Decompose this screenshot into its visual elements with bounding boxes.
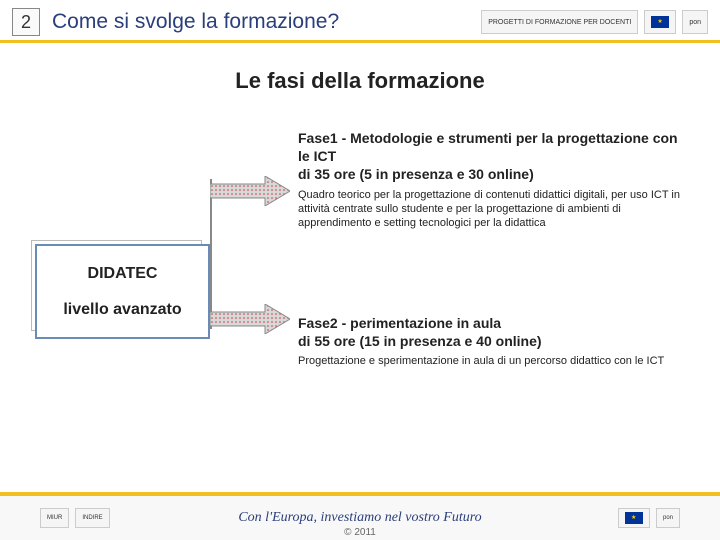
logo-pon: pon <box>682 10 708 34</box>
footer-logo-pon: pon <box>656 508 680 528</box>
footer: MIUR INDIRE Con l'Europa, investiamo nel… <box>0 492 720 540</box>
footer-logo-1: MIUR <box>40 508 69 528</box>
subtitle: Le fasi della formazione <box>0 68 720 94</box>
footer-content: MIUR INDIRE Con l'Europa, investiamo nel… <box>0 496 720 540</box>
footer-logo-eu <box>618 508 650 528</box>
didatec-line1: DIDATEC <box>88 265 158 283</box>
footer-logos-left: MIUR INDIRE <box>40 508 110 528</box>
footer-tagline: Con l'Europa, investiamo nel vostro Futu… <box>238 510 481 526</box>
phase1-title: Fase1 - Metodologie e strumenti per la p… <box>298 129 688 184</box>
phase1-desc: Quadro teorico per la progettazione di c… <box>298 188 688 231</box>
footer-logos-right: pon <box>618 508 680 528</box>
copyright: © 2011 <box>344 527 376 538</box>
arrow-icon-1 <box>210 176 290 206</box>
phase2-block: Fase2 - perimentazione in aula di 55 ore… <box>298 314 688 369</box>
footer-logo-2: INDIRE <box>75 508 109 528</box>
eu-flag-icon <box>651 16 669 28</box>
logo-formazione: PROGETTI DI FORMAZIONE PER DOCENTI <box>481 10 638 34</box>
eu-flag-icon <box>625 512 643 524</box>
header-logos: PROGETTI DI FORMAZIONE PER DOCENTI pon <box>481 10 708 34</box>
slide-header: 2 Come si svolge la formazione? PROGETTI… <box>0 0 720 43</box>
content-area: DIDATEC livello avanzato Fase1 - Metodol… <box>0 114 720 474</box>
arrow-icon-2 <box>210 304 290 334</box>
logo-eu <box>644 10 676 34</box>
phase2-title: Fase2 - perimentazione in aula di 55 ore… <box>298 314 688 350</box>
didatec-line2: livello avanzato <box>63 301 181 319</box>
phase1-block: Fase1 - Metodologie e strumenti per la p… <box>298 129 688 230</box>
header-title: Come si svolge la formazione? <box>52 10 481 34</box>
didatec-box: DIDATEC livello avanzato <box>35 244 210 339</box>
phase2-desc: Progettazione e sperimentazione in aula … <box>298 354 688 368</box>
slide-number: 2 <box>12 8 40 36</box>
